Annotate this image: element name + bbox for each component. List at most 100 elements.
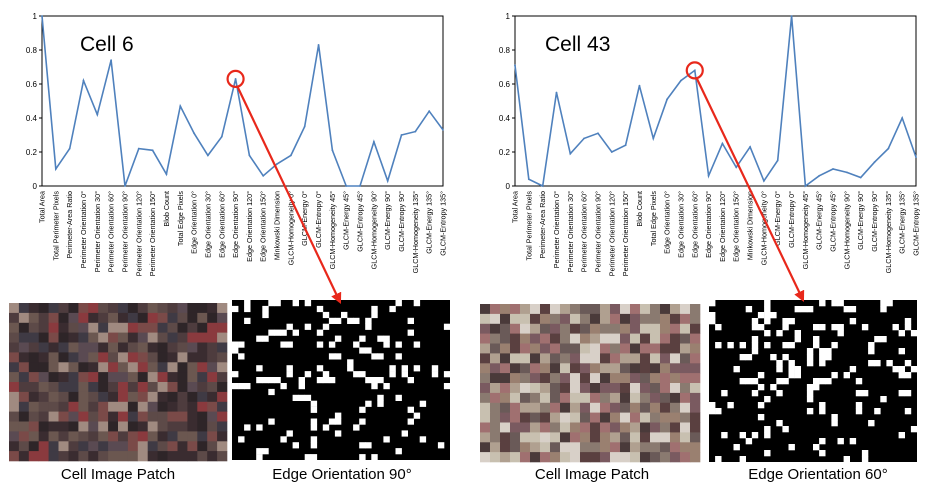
x-tick-label: Edge Orientation 60° <box>217 191 226 258</box>
x-tick-label: Edge Orientation 60° <box>690 191 699 258</box>
x-tick-label: GLCM-Entropy 45° <box>829 191 838 252</box>
data-point <box>179 105 182 107</box>
data-point <box>666 98 669 101</box>
y-tick-label: 0 <box>506 182 511 191</box>
data-point <box>624 144 627 147</box>
y-tick-label: 0.2 <box>499 148 511 157</box>
x-tick-label: Total Area <box>511 191 520 223</box>
data-point <box>193 132 196 135</box>
x-tick-label: GLCM-Entropy 90° <box>870 191 879 252</box>
caption-cell-image-patch-2: Cell Image Patch <box>535 466 649 483</box>
data-point <box>735 166 738 169</box>
x-tick-label: GLCM-Entropy 45° <box>356 191 365 252</box>
data-point <box>386 180 389 182</box>
x-tick-label: GLCM-Energy 135° <box>425 191 434 254</box>
x-tick-label: GLCM-Entropy 0° <box>787 191 796 248</box>
data-point <box>527 178 530 181</box>
data-point <box>762 180 765 182</box>
data-point <box>790 15 793 17</box>
x-tick-label: Perimeter Orientation 0° <box>79 191 88 268</box>
y-tick-label: 0.8 <box>26 46 38 55</box>
edge-map-2 <box>709 300 918 463</box>
edge-map-1 <box>232 300 451 461</box>
data-point <box>597 132 599 135</box>
x-tick-label: Minkowski Dimension <box>746 191 755 260</box>
data-point <box>414 130 417 133</box>
x-tick-label: Edge Orientation 150° <box>259 191 268 262</box>
x-tick-label: GLCM-Homogeneity 90° <box>369 191 378 270</box>
data-point <box>915 156 917 159</box>
series-points <box>514 15 917 187</box>
cell-image-patch-2 <box>480 304 701 463</box>
x-tick-label: Perimeter Orientation 120° <box>134 191 143 276</box>
x-tick-label: Edge Orientation 150° <box>732 191 741 262</box>
x-tick-label: Edge Orientation 90° <box>231 191 240 258</box>
data-point <box>276 163 278 165</box>
data-point <box>832 168 834 170</box>
series-line <box>514 15 917 188</box>
y-tick-label: 0.6 <box>499 80 511 89</box>
data-point <box>555 91 558 94</box>
x-tick-label: Total Perimeter Pixels <box>51 191 60 261</box>
x-tick-label: Perimeter Orientation 60° <box>580 191 589 272</box>
data-point <box>693 69 696 72</box>
data-point <box>110 59 113 62</box>
y-axis: 0 0.2 0.4 0.6 0.8 1 <box>499 12 515 191</box>
x-tick-label: Perimeter Orientation 30° <box>93 191 102 272</box>
x-tick-label: GLCM-Energy 135° <box>898 191 907 254</box>
x-tick-label: GLCM-Energy 90° <box>383 191 392 250</box>
x-tick-label: Edge Orientation 30° <box>203 191 212 258</box>
x-tick-label: Edge Orientation 0° <box>663 191 672 254</box>
highlight-arrow-2 <box>695 77 805 302</box>
data-point <box>652 137 655 140</box>
x-tick-label: Perimeter Orientation 60° <box>107 191 116 272</box>
y-axis: 0 0.2 0.4 0.6 0.8 1 <box>26 12 42 191</box>
data-point <box>610 151 613 153</box>
caption-cell-image-patch-1: Cell Image Patch <box>61 466 175 483</box>
chart-panel-cell-6: Cell 6 0 0.2 0.4 0.6 0.8 1 Total Area Total Pe… <box>26 12 448 276</box>
x-tick-label: Edge Orientation 120° <box>718 191 727 262</box>
x-tick-label: Perimeter Orientation 150° <box>148 191 157 276</box>
y-tick-label: 1 <box>506 12 511 21</box>
data-point <box>248 154 251 157</box>
data-point <box>151 149 154 152</box>
x-tick-label: Blob Count <box>162 191 171 227</box>
x-tick-label: Perimeter-Area Ratio <box>538 191 547 259</box>
x-tick-label: GLCM-Homogeneity 135° <box>884 191 893 273</box>
x-tick-label: GLCM-Homogeneity 45° <box>801 191 810 270</box>
x-tick-label: Perimeter Orientation 90° <box>120 191 129 272</box>
y-tick-label: 0.2 <box>26 148 38 157</box>
x-tick-label: GLCM-Entropy 90° <box>397 191 406 252</box>
cell-image-patch-1 <box>9 303 228 462</box>
x-tick-label: Edge Orientation 120° <box>245 191 254 262</box>
chart-title: Cell 43 <box>545 33 610 56</box>
data-point <box>400 134 403 136</box>
data-point <box>845 171 848 174</box>
data-point <box>583 137 586 140</box>
data-point <box>41 15 43 17</box>
x-tick-label: GLCM-Energy 0° <box>773 191 782 246</box>
x-tick-label: GLCM-Entropy 0° <box>314 191 323 248</box>
x-tick-label: Total Edge Pixels <box>649 191 658 247</box>
caption-edge-orientation-1: Edge Orientation 90° <box>272 466 411 483</box>
series-line <box>41 15 444 187</box>
data-point <box>68 147 71 150</box>
x-tick-label: Perimeter Orientation 30° <box>566 191 575 272</box>
x-tick-label: GLCM-Energy 45° <box>815 191 824 250</box>
series-points <box>41 15 444 187</box>
data-point <box>901 117 904 119</box>
data-point <box>359 185 361 187</box>
data-point <box>82 79 85 82</box>
data-point <box>514 64 516 67</box>
x-tick-label: Perimeter Orientation 120° <box>607 191 616 276</box>
data-point <box>707 174 710 177</box>
x-tick-label: GLCM-Energy 0° <box>300 191 309 246</box>
highlight-circle-1 <box>226 69 245 89</box>
x-tick-label: Total Area <box>38 191 47 223</box>
data-point <box>873 161 876 164</box>
chart-panel-cell-43: Cell 43 0 0.2 0.4 0.6 0.8 1 Total Area Total P… <box>499 12 921 276</box>
data-point <box>818 174 821 177</box>
highlight-circle-2 <box>685 61 704 80</box>
data-point <box>124 185 126 187</box>
